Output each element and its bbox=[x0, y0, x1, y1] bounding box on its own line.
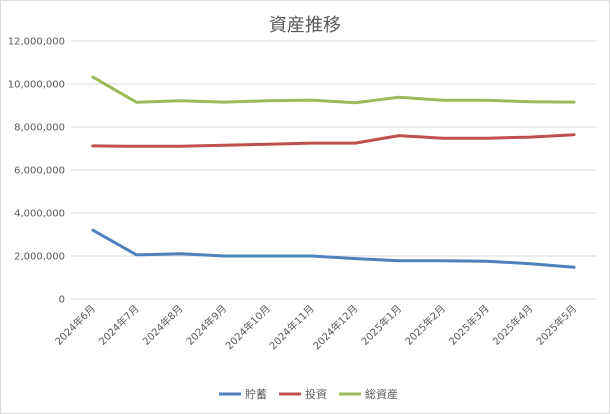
y-tick-label: 6,000,000 bbox=[14, 166, 65, 177]
y-tick-label: 0 bbox=[59, 295, 65, 306]
x-tick-label: 2024年6月 bbox=[52, 302, 98, 348]
chart-title: 資産推移 bbox=[269, 15, 341, 36]
x-tick-label: 2025年4月 bbox=[490, 302, 536, 348]
x-tick-label: 2024年10月 bbox=[223, 302, 273, 352]
x-tick-label: 2024年8月 bbox=[140, 302, 186, 348]
series-line-2 bbox=[91, 75, 576, 105]
y-tick-label: 4,000,000 bbox=[14, 209, 65, 220]
x-axis-ticks: 2024年6月 2024年7月 2024年8月 2024年9月2024年10月2024… bbox=[52, 302, 579, 352]
series-lines bbox=[91, 75, 576, 269]
y-tick-label: 8,000,000 bbox=[14, 123, 65, 134]
x-tick-label: 2025年2月 bbox=[402, 302, 448, 348]
y-tick-label: 2,000,000 bbox=[14, 252, 65, 263]
gridlines bbox=[71, 40, 596, 300]
series-line-0 bbox=[91, 228, 576, 269]
y-tick-label: 12,000,000 bbox=[8, 37, 65, 48]
x-tick-label: 2024年9月 bbox=[183, 302, 229, 348]
x-tick-label: 2025年3月 bbox=[446, 302, 492, 348]
x-tick-label: 2025年5月 bbox=[533, 302, 579, 348]
series-line-1 bbox=[91, 133, 576, 148]
y-tick-label: 10,000,000 bbox=[8, 80, 65, 91]
legend: 貯蓄 投資 総資産 bbox=[219, 387, 398, 401]
legend-label-1: 投資 bbox=[305, 387, 327, 401]
x-tick-label: 2024年11月 bbox=[266, 302, 316, 352]
x-tick-label: 2025年1月 bbox=[358, 302, 404, 348]
x-tick-label: 2024年12月 bbox=[310, 302, 360, 352]
x-tick-label: 2024年7月 bbox=[96, 302, 142, 348]
legend-label-0: 貯蓄 bbox=[245, 388, 267, 401]
y-axis-ticks: 0 2,000,000 4,000,000 6,000,000 8,000,000 10,… bbox=[8, 37, 65, 306]
legend-label-2: 総資産 bbox=[365, 387, 398, 401]
